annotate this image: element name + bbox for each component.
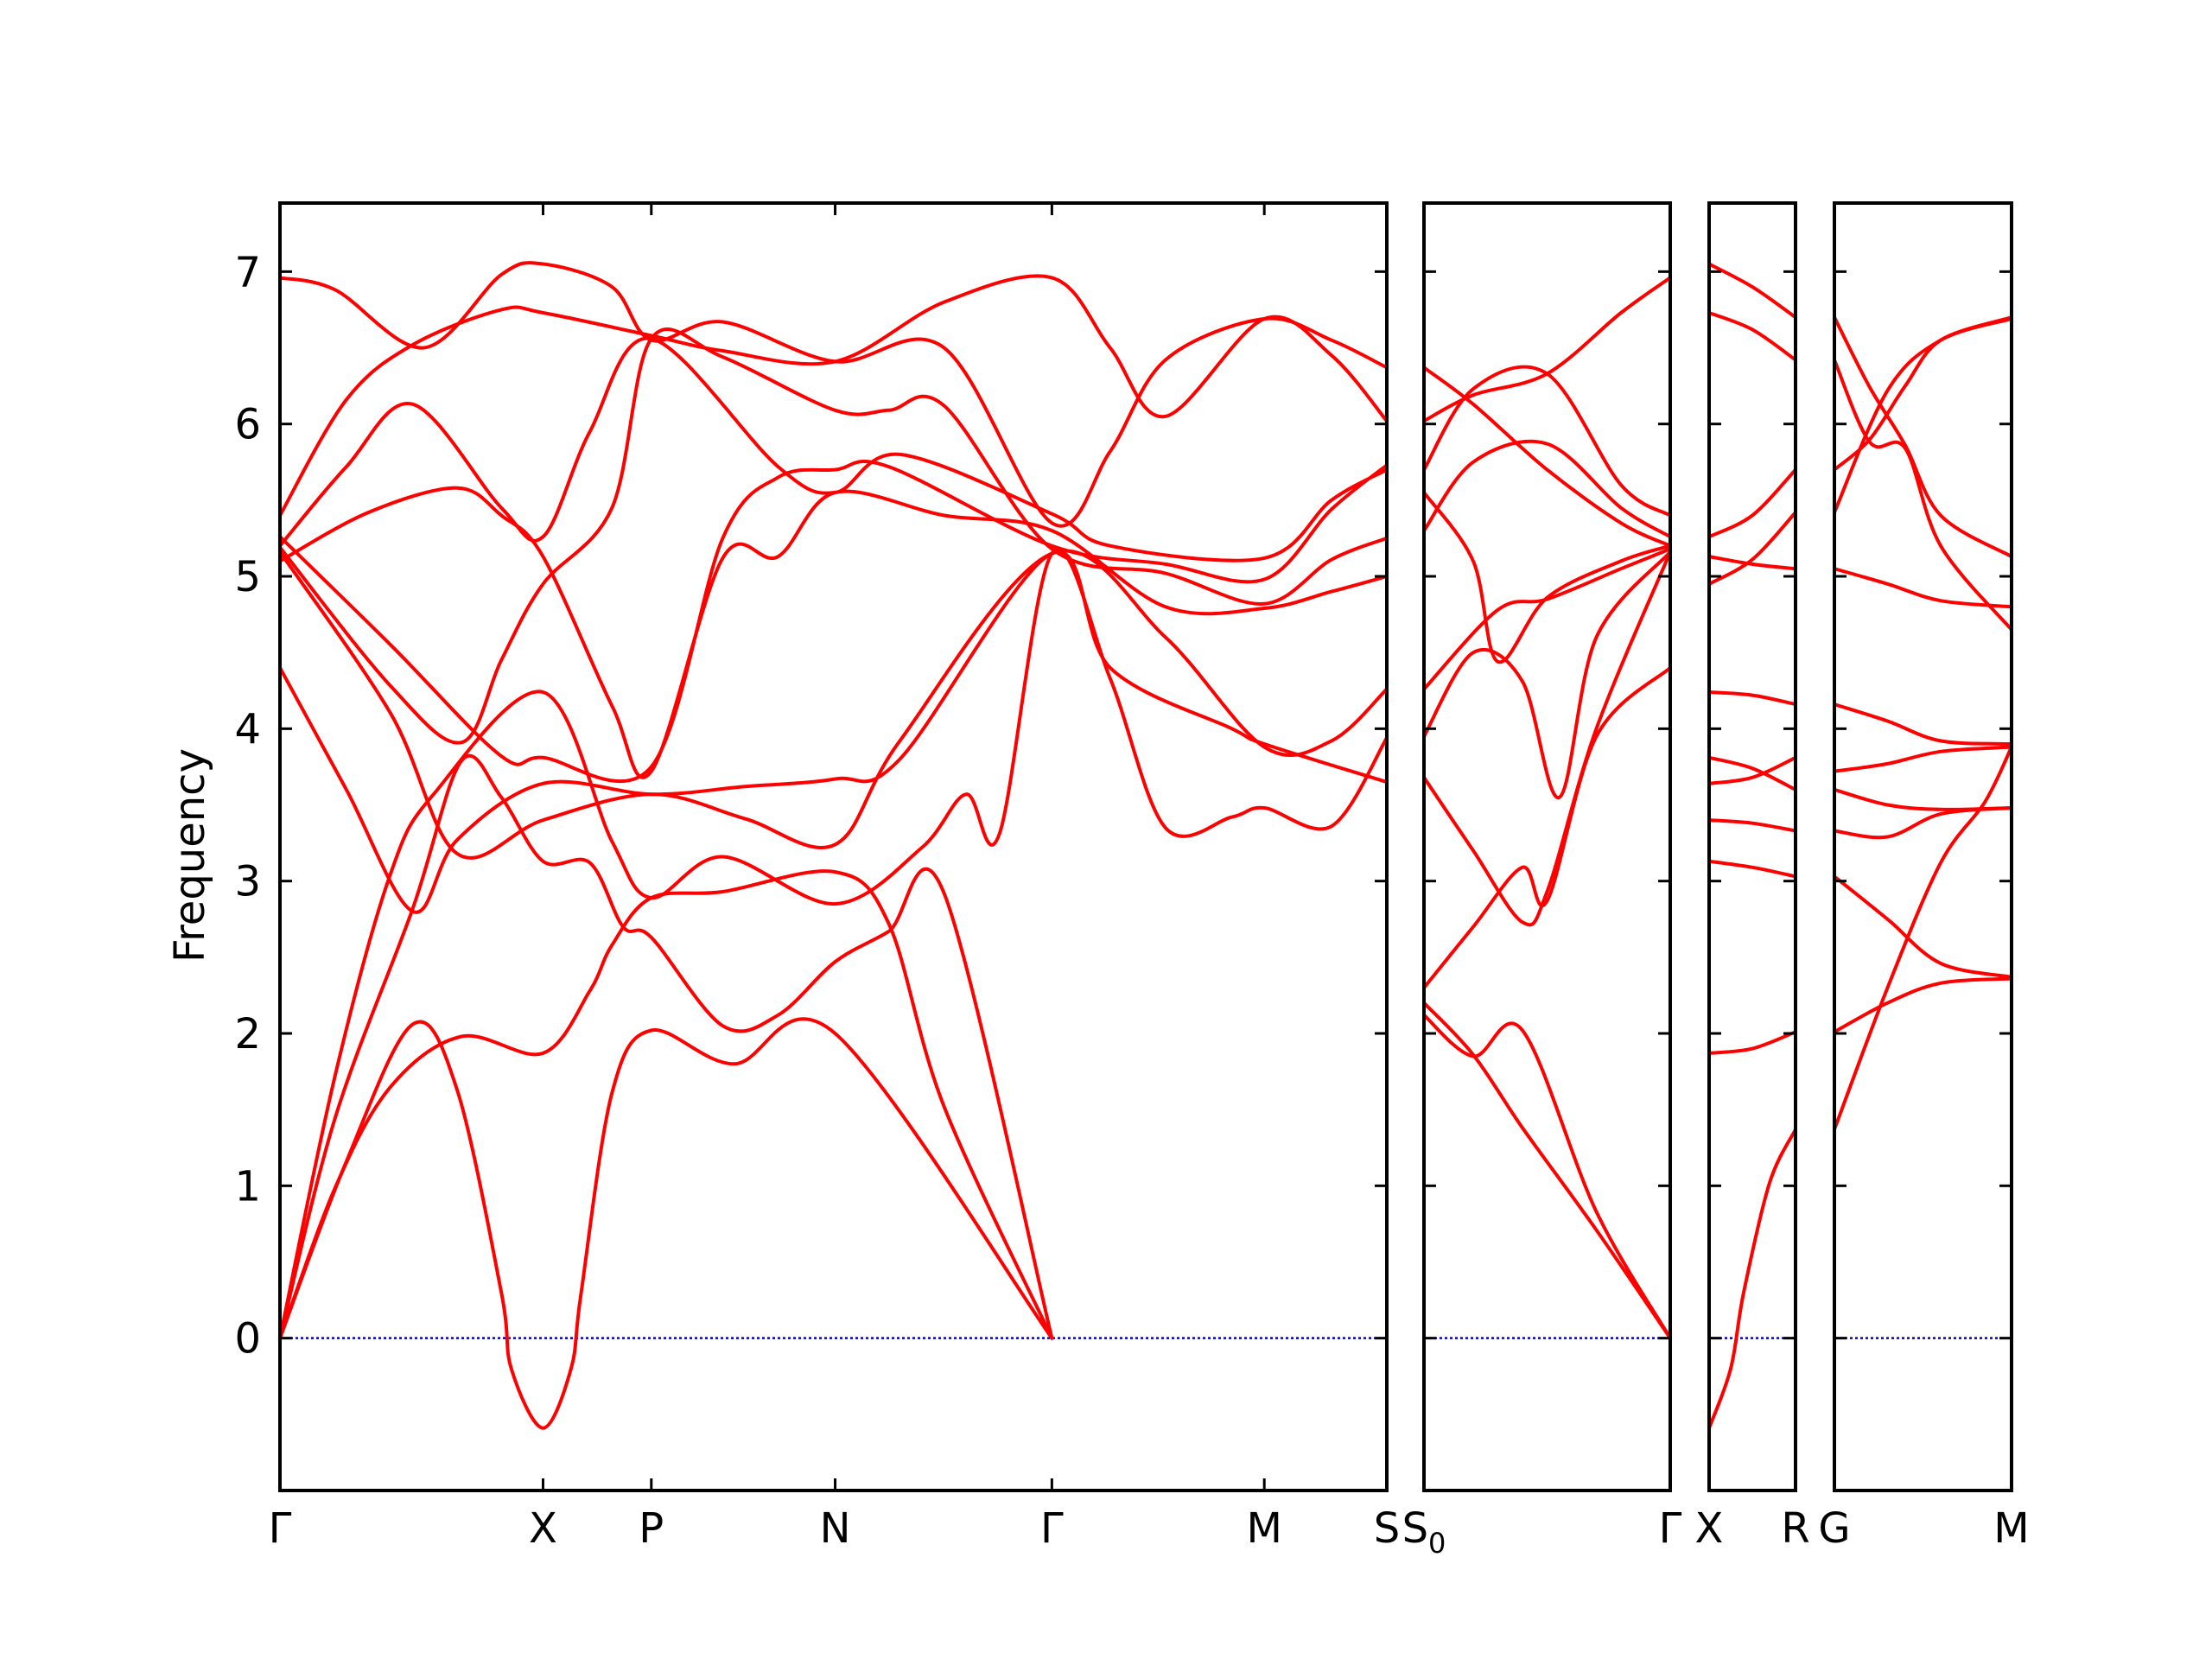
- band-line: [1422, 491, 1672, 664]
- band-line: [1422, 665, 1672, 990]
- band-line: [1833, 787, 2013, 811]
- band-line: [278, 261, 1389, 528]
- x-tick-label: R: [1781, 1504, 1809, 1553]
- band-line: [1422, 1001, 1672, 1340]
- band-line: [1422, 365, 1672, 518]
- panel-frame: [1707, 201, 1797, 1492]
- band-line: [1833, 806, 2013, 840]
- panel-frame: [1422, 201, 1672, 1492]
- y-tick-label: 3: [234, 858, 261, 906]
- y-axis-label: Frequency: [166, 748, 214, 963]
- band-line: [278, 753, 1054, 1340]
- band-line: [1833, 976, 2013, 1034]
- band-line: [278, 274, 1389, 518]
- x-tick-label: Γ: [269, 1504, 292, 1553]
- band-line: [1707, 690, 1797, 707]
- band-line: [278, 486, 1389, 779]
- x-tick-label: Γ: [1040, 1504, 1064, 1553]
- band-line: [278, 548, 1389, 1340]
- band-line: [1707, 555, 1797, 571]
- band-line: [1833, 745, 2013, 773]
- x-tick-label: Γ: [1659, 1504, 1682, 1553]
- y-tick-label: 5: [234, 553, 261, 601]
- x-tick-label: X: [529, 1504, 557, 1553]
- band-line: [278, 869, 1054, 1340]
- band-line: [278, 459, 1389, 784]
- y-tick-label: 4: [234, 705, 261, 753]
- band-line: [1707, 755, 1797, 791]
- x-tick-label: P: [639, 1504, 664, 1553]
- band-line: [1833, 874, 2013, 979]
- band-line: [1422, 1013, 1672, 1340]
- y-tick-label: 2: [234, 1010, 261, 1058]
- band-line: [1833, 358, 2013, 632]
- band-line: [1422, 276, 1672, 423]
- band-line: [1422, 550, 1672, 799]
- band-line: [278, 327, 1389, 745]
- band-line: [278, 550, 1389, 914]
- x-tick-label: G: [1818, 1504, 1850, 1553]
- band-line: [1422, 365, 1672, 548]
- panel-frame: [1833, 201, 2013, 1492]
- band-line: [278, 1017, 1054, 1430]
- band-line: [1707, 859, 1797, 879]
- y-tick-label: 6: [234, 401, 261, 449]
- band-line: [278, 336, 1389, 563]
- band-line: [1833, 745, 2013, 1132]
- band-line: [1422, 550, 1672, 927]
- band-line: [1707, 755, 1797, 785]
- band-line: [278, 549, 1389, 860]
- band-line: [1422, 439, 1672, 539]
- band-line: [1707, 262, 1797, 320]
- panel-frame: [278, 201, 1389, 1492]
- band-line: [1833, 567, 2013, 609]
- band-line: [1833, 315, 2013, 472]
- y-tick-label: 7: [234, 248, 261, 296]
- y-tick-label: 0: [234, 1315, 261, 1363]
- band-line: [1833, 702, 2013, 746]
- x-tick-label: X: [1695, 1504, 1724, 1553]
- band-line: [1707, 1030, 1797, 1055]
- band-line: [1707, 311, 1797, 362]
- band-line: [1707, 818, 1797, 833]
- band-line: [1707, 1128, 1797, 1430]
- y-tick-label: 1: [234, 1162, 261, 1211]
- band-line: [1707, 467, 1797, 539]
- x-tick-label: N: [820, 1504, 851, 1553]
- x-tick-label: M: [1993, 1504, 2029, 1553]
- band-line: [1833, 315, 2013, 559]
- x-tick-label: S: [1374, 1504, 1400, 1553]
- band-line: [1707, 511, 1797, 586]
- x-tick-label: M: [1246, 1504, 1281, 1553]
- x-tick-label: S0: [1402, 1504, 1446, 1560]
